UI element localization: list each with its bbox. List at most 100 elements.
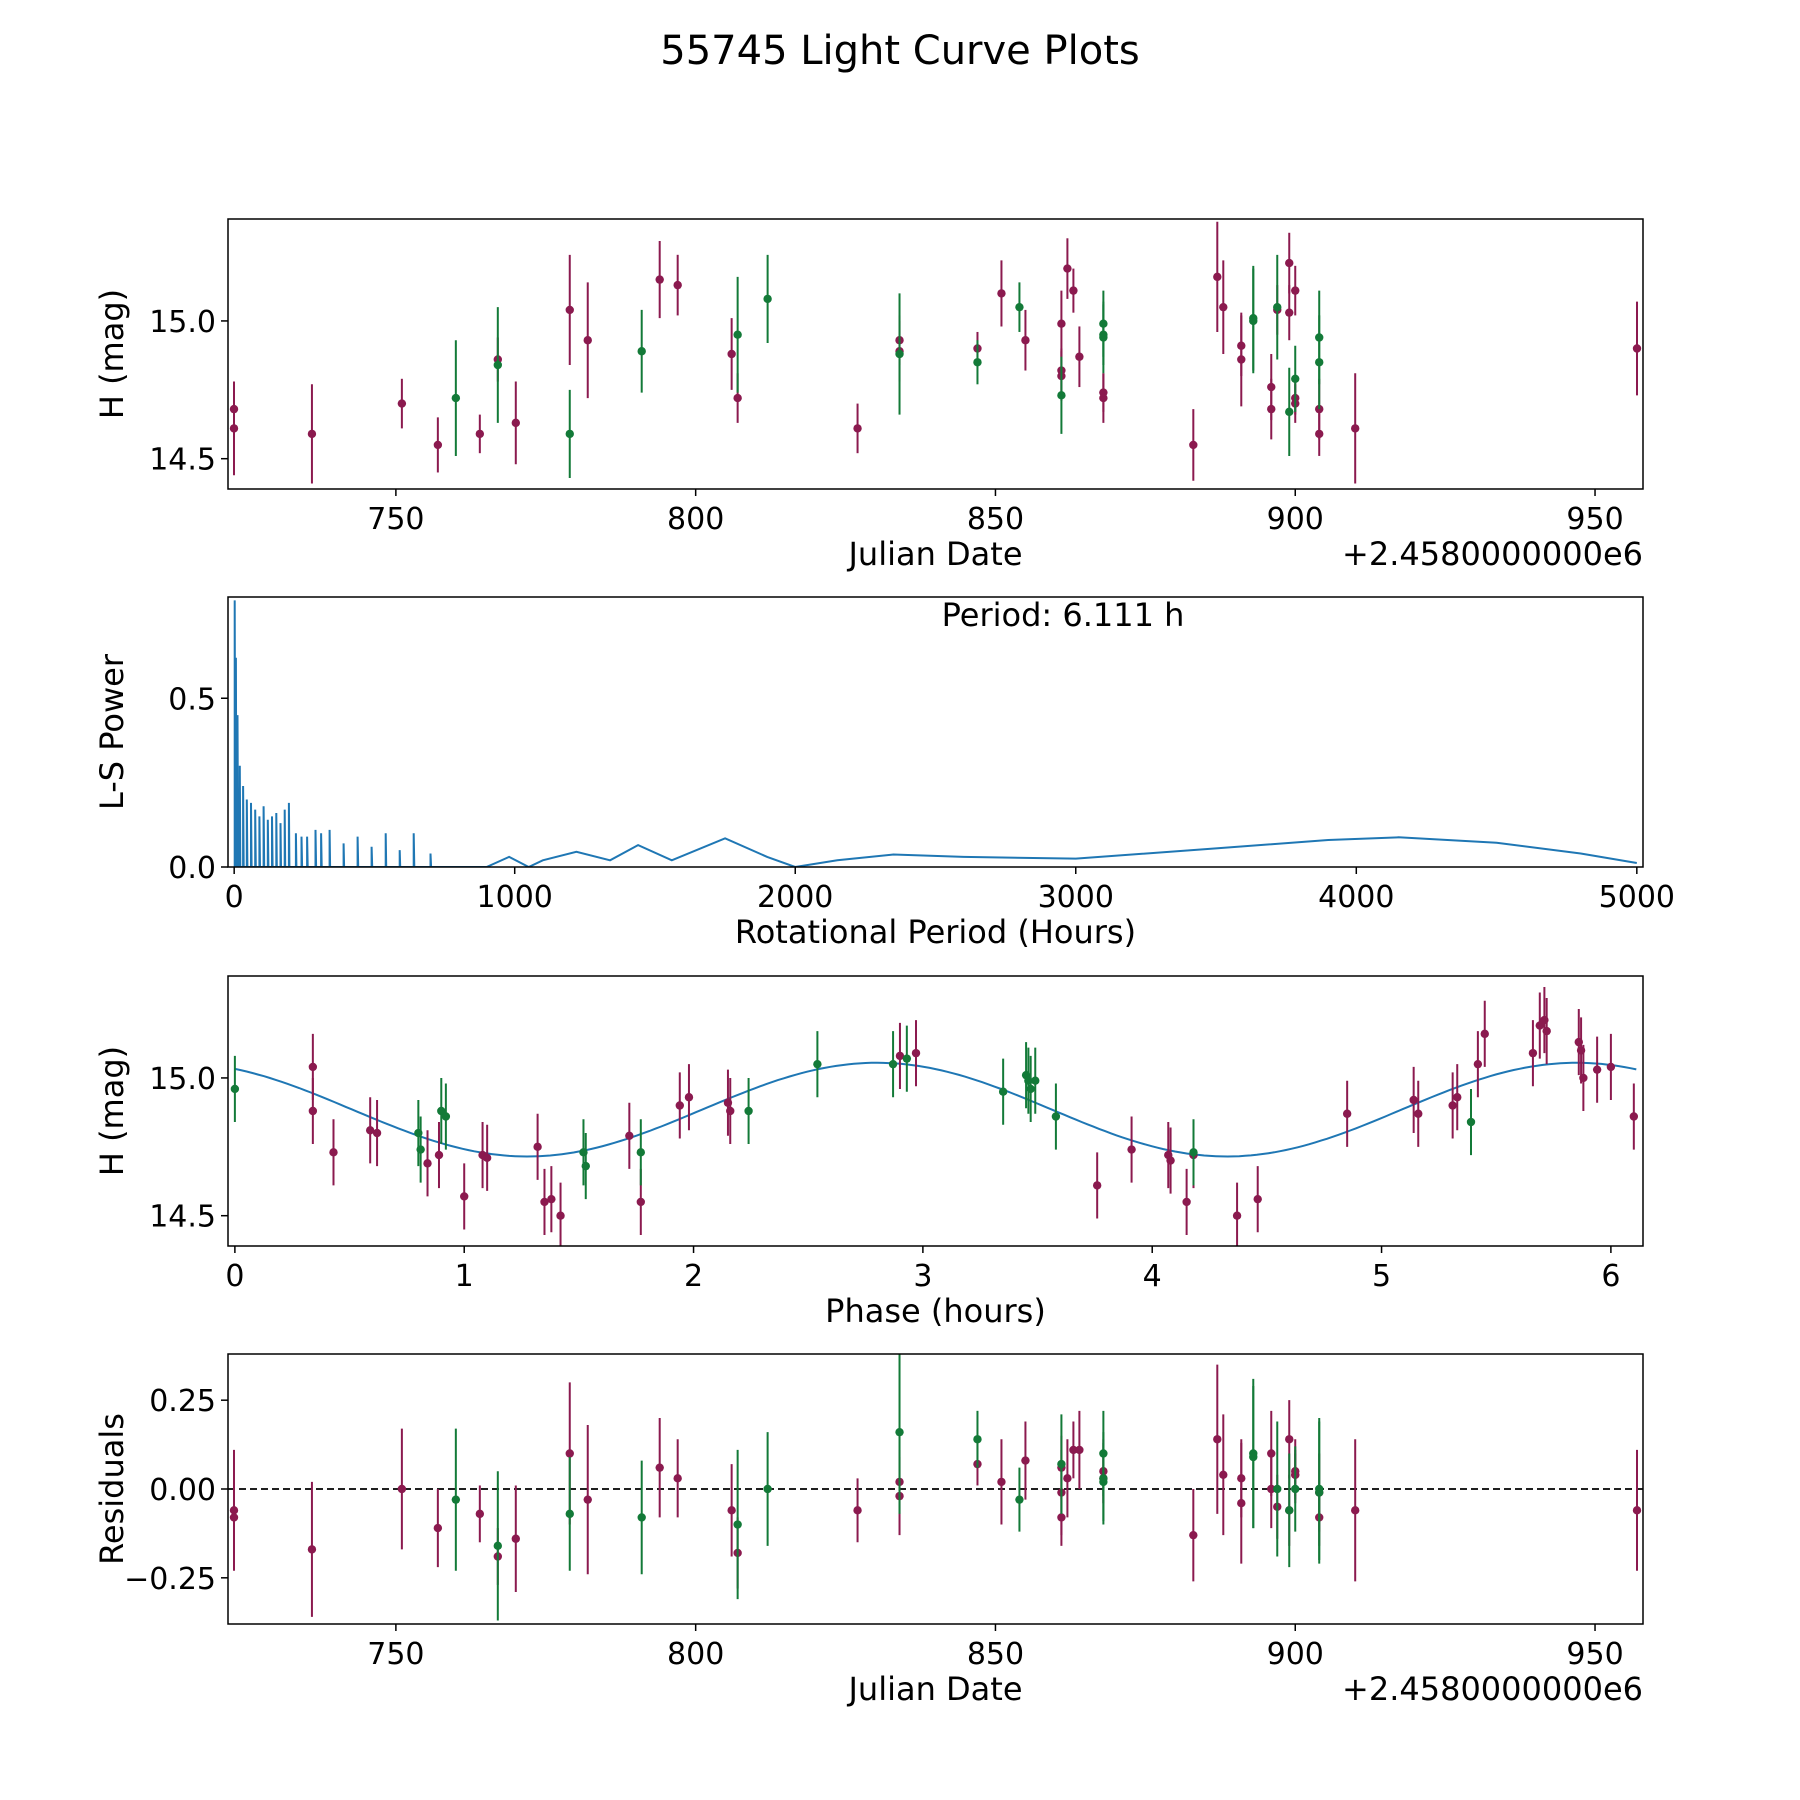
data-point xyxy=(1285,308,1293,316)
y-tick-label: 15.0 xyxy=(149,305,216,340)
x-tick-label: 2 xyxy=(684,1259,703,1294)
data-point xyxy=(494,361,502,369)
data-point xyxy=(763,295,771,303)
data-point xyxy=(733,331,741,339)
data-point xyxy=(744,1107,752,1115)
data-point xyxy=(853,1506,861,1514)
data-point xyxy=(1409,1096,1417,1104)
data-point xyxy=(1015,1495,1023,1503)
data-point xyxy=(1343,1110,1351,1118)
data-point xyxy=(1254,1195,1262,1203)
data-point xyxy=(912,1049,920,1057)
data-point xyxy=(733,1520,741,1528)
data-point xyxy=(1099,1474,1107,1482)
data-point xyxy=(1063,264,1071,272)
data-point xyxy=(1069,286,1077,294)
x-tick-label: 900 xyxy=(1267,502,1324,537)
data-point xyxy=(1057,319,1065,327)
x-tick-label: 4 xyxy=(1143,1259,1162,1294)
data-point xyxy=(434,441,442,449)
data-point xyxy=(1630,1112,1638,1120)
data-point xyxy=(638,347,646,355)
data-point xyxy=(733,394,741,402)
y-axis-label: Residuals xyxy=(93,1413,131,1565)
data-point xyxy=(726,1107,734,1115)
data-point xyxy=(1633,1506,1641,1514)
x-tick-label: 5000 xyxy=(1599,880,1675,915)
data-point xyxy=(582,1162,590,1170)
data-point xyxy=(452,1495,460,1503)
data-point xyxy=(1021,336,1029,344)
data-point xyxy=(460,1192,468,1200)
data-point xyxy=(763,1485,771,1493)
data-point xyxy=(373,1129,381,1137)
data-point xyxy=(895,1428,903,1436)
data-point xyxy=(889,1060,897,1068)
data-point xyxy=(230,405,238,413)
data-point xyxy=(1182,1198,1190,1206)
data-point xyxy=(566,1449,574,1457)
x-tick-label: 750 xyxy=(367,1637,424,1672)
data-point xyxy=(398,1485,406,1493)
data-point xyxy=(483,1154,491,1162)
data-point xyxy=(1542,1027,1550,1035)
data-point xyxy=(309,1063,317,1071)
data-point xyxy=(676,1101,684,1109)
y-axis-label: H (mag) xyxy=(93,1046,131,1176)
data-point xyxy=(1529,1049,1537,1057)
data-point xyxy=(494,1542,502,1550)
y-tick-label: 0.5 xyxy=(168,682,216,717)
figure-title: 55745 Light Curve Plots xyxy=(660,28,1139,74)
data-point xyxy=(435,1151,443,1159)
data-point xyxy=(423,1159,431,1167)
data-point xyxy=(309,1107,317,1115)
x-axis-label: Rotational Period (Hours) xyxy=(735,913,1136,951)
y-tick-label: 14.5 xyxy=(149,1200,216,1235)
data-point xyxy=(1213,273,1221,281)
data-point xyxy=(625,1132,633,1140)
data-point xyxy=(1474,1060,1482,1068)
x-tick-label: 6 xyxy=(1601,1259,1620,1294)
x-tick-label: 3 xyxy=(913,1259,932,1294)
y-tick-label: −0.25 xyxy=(124,1562,216,1597)
y-tick-label: 15.0 xyxy=(149,1062,216,1097)
data-point xyxy=(1219,303,1227,311)
data-point xyxy=(1099,333,1107,341)
data-point xyxy=(973,1435,981,1443)
data-point xyxy=(1267,405,1275,413)
data-point xyxy=(566,306,574,314)
data-point xyxy=(556,1211,564,1219)
data-point xyxy=(1351,424,1359,432)
x-tick-label: 850 xyxy=(967,502,1024,537)
data-point xyxy=(997,1478,1005,1486)
x-offset-text: +2.4580000000e6 xyxy=(1342,1670,1643,1708)
data-point xyxy=(1026,1085,1034,1093)
data-point xyxy=(1127,1145,1135,1153)
data-point xyxy=(476,1510,484,1518)
data-point xyxy=(973,358,981,366)
data-point xyxy=(1052,1112,1060,1120)
y-tick-label: 0.00 xyxy=(149,1473,216,1508)
data-point xyxy=(1414,1110,1422,1118)
x-tick-label: 750 xyxy=(367,502,424,537)
data-point xyxy=(1579,1074,1587,1082)
data-point xyxy=(673,1474,681,1482)
x-tick-label: 800 xyxy=(667,1637,724,1672)
data-point xyxy=(638,1513,646,1521)
data-point xyxy=(1467,1118,1475,1126)
data-point xyxy=(584,336,592,344)
data-point xyxy=(853,424,861,432)
data-point xyxy=(1213,1435,1221,1443)
x-tick-label: 950 xyxy=(1566,502,1623,537)
x-tick-label: 0 xyxy=(225,880,244,915)
x-tick-label: 0 xyxy=(225,1259,244,1294)
data-point xyxy=(895,350,903,358)
data-point xyxy=(1233,1211,1241,1219)
data-point xyxy=(1189,441,1197,449)
data-point xyxy=(1057,391,1065,399)
data-point xyxy=(727,1506,735,1514)
data-point xyxy=(547,1195,555,1203)
data-point xyxy=(1285,1435,1293,1443)
data-point xyxy=(1237,355,1245,363)
data-point xyxy=(1219,1471,1227,1479)
